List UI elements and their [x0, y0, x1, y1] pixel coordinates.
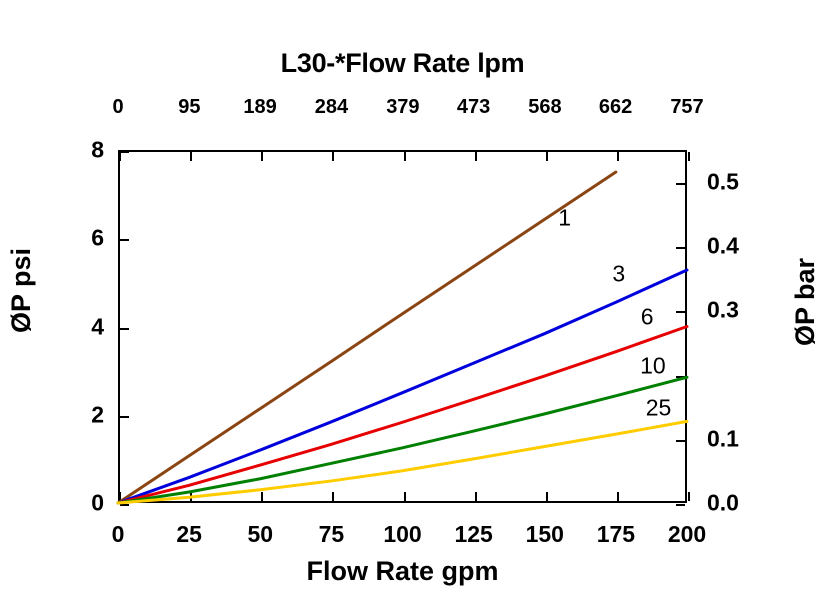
series-label-6: 6	[640, 303, 654, 330]
top-tick-label: 379	[386, 96, 420, 118]
right-tick-label: 0.0	[707, 489, 739, 516]
series-label-3: 3	[612, 260, 626, 287]
bottom-tick-mark	[332, 492, 335, 501]
bottom-tick-mark	[474, 492, 477, 501]
top-tick-mark	[403, 152, 406, 161]
top-tick-label: 284	[314, 96, 349, 118]
left-tick-label: 6	[91, 224, 104, 251]
curve-series-25	[116, 419, 689, 505]
left-tick-mark	[120, 239, 129, 242]
top-tick-label: 662	[598, 96, 633, 118]
top-tick-label: 189	[243, 96, 277, 118]
right-axis-title: ØP bar	[790, 258, 820, 347]
bottom-tick-mark	[403, 492, 406, 501]
top-tick-label: 0	[112, 96, 124, 118]
series-label-25: 25	[645, 394, 672, 421]
left-tick-mark	[120, 151, 129, 153]
top-tick-mark	[261, 152, 264, 161]
left-tick-label: 2	[91, 401, 104, 428]
curve-series-1	[116, 170, 618, 505]
right-tick-mark	[676, 247, 685, 250]
top-tick-mark	[688, 152, 690, 161]
left-tick-label: 4	[91, 313, 104, 339]
curve-series-10	[116, 375, 689, 505]
left-axis-title: ØP psi	[6, 248, 36, 334]
series-label-1: 1	[558, 204, 572, 231]
bottom-tick-label: 0	[111, 521, 125, 547]
left-tick-label: 0	[91, 489, 104, 516]
curve-series-6	[116, 325, 689, 505]
bottom-tick-mark	[616, 492, 619, 501]
bottom-tick-label: 75	[318, 521, 345, 547]
top-axis-tick-labels: 0 95 189 284 379 473 568 662 757	[0, 96, 828, 122]
bottom-tick-label: 200	[667, 521, 707, 547]
bottom-tick-label: 175	[596, 521, 636, 547]
top-tick-mark	[190, 152, 193, 161]
bottom-tick-label: 50	[247, 521, 274, 547]
bottom-tick-mark	[119, 492, 121, 501]
right-tick-label: 0.5	[707, 168, 739, 195]
bottom-tick-label: 100	[383, 521, 422, 547]
bottom-tick-mark	[545, 492, 548, 501]
top-tick-mark	[616, 152, 619, 161]
bottom-tick-mark	[261, 492, 264, 501]
top-tick-mark	[545, 152, 548, 161]
series-label-10: 10	[640, 352, 666, 379]
curve-series-3	[116, 268, 689, 505]
right-tick-label: 0.1	[707, 425, 739, 452]
curve-layer	[116, 170, 689, 505]
left-tick-mark	[120, 327, 129, 330]
right-tick-label: 0.3	[707, 296, 739, 323]
top-tick-label: 95	[178, 96, 201, 118]
right-tick-mark	[676, 375, 685, 378]
bottom-tick-label: 150	[525, 521, 564, 547]
bottom-axis-title: Flow Rate gpm	[306, 556, 499, 586]
right-tick-mark	[676, 311, 685, 314]
top-tick-mark	[474, 152, 477, 161]
left-tick-mark	[120, 504, 129, 506]
top-tick-label: 568	[528, 96, 562, 118]
top-tick-label: 473	[456, 96, 491, 118]
bottom-tick-mark	[688, 492, 690, 501]
plot-area	[118, 150, 690, 506]
top-tick-mark	[332, 152, 335, 161]
top-axis-title: L30-*Flow Rate lpm	[280, 48, 525, 78]
bottom-tick-label: 125	[454, 521, 493, 547]
top-tick-label: 757	[670, 96, 704, 118]
top-tick-mark	[119, 152, 121, 161]
right-tick-mark	[676, 439, 685, 442]
right-tick-label: 0.4	[707, 232, 739, 259]
right-tick-mark	[676, 183, 685, 186]
bottom-tick-label: 25	[176, 521, 202, 547]
left-tick-mark	[120, 415, 129, 418]
left-tick-label: 8	[91, 136, 104, 163]
right-tick-mark	[676, 504, 685, 506]
bottom-axis-tick-labels: 0 25 50 75 100 125 150 175 200	[0, 521, 828, 551]
